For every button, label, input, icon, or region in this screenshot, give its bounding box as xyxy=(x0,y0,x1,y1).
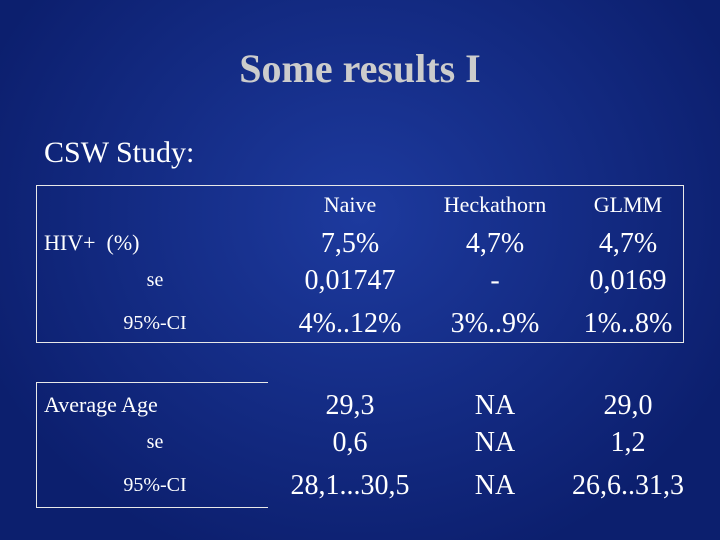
cell: 4,7% xyxy=(465,228,525,259)
row-label: 95%-CI xyxy=(123,474,187,496)
cell: 4%..12% xyxy=(298,308,402,339)
border xyxy=(36,342,684,343)
border xyxy=(36,185,37,343)
cell: 1,2 xyxy=(610,427,646,458)
cell: 3%..9% xyxy=(450,308,540,339)
row-label: 95%-CI xyxy=(123,312,187,334)
cell: 0,6 xyxy=(332,427,368,458)
cell: NA xyxy=(474,390,516,421)
cell: 7,5% xyxy=(320,228,380,259)
border xyxy=(36,382,268,383)
cell: 0,0169 xyxy=(589,265,667,296)
row-label: Average Age xyxy=(44,392,158,417)
border xyxy=(36,185,684,186)
cell: NA xyxy=(474,470,516,501)
cell: 26,6..31,3 xyxy=(572,470,684,501)
cell: 1%..8% xyxy=(583,308,673,339)
subtitle: CSW Study: xyxy=(44,136,195,169)
cell: 29,0 xyxy=(603,390,653,421)
row-label: se xyxy=(146,431,164,453)
border xyxy=(683,185,684,343)
column-header: GLMM xyxy=(593,192,663,217)
cell: 4,7% xyxy=(598,228,658,259)
border xyxy=(36,382,37,508)
row-label: se xyxy=(146,269,164,291)
cell: 29,3 xyxy=(325,390,375,421)
cell: NA xyxy=(474,427,516,458)
cell: 28,1...30,5 xyxy=(290,470,410,501)
border xyxy=(36,507,268,508)
column-header: Naive xyxy=(323,192,377,217)
row-label: HIV+ (%) xyxy=(44,230,140,255)
cell: - xyxy=(490,265,500,296)
title: Some results I xyxy=(239,46,481,91)
column-header: Heckathorn xyxy=(443,192,547,217)
cell: 0,01747 xyxy=(304,265,396,296)
